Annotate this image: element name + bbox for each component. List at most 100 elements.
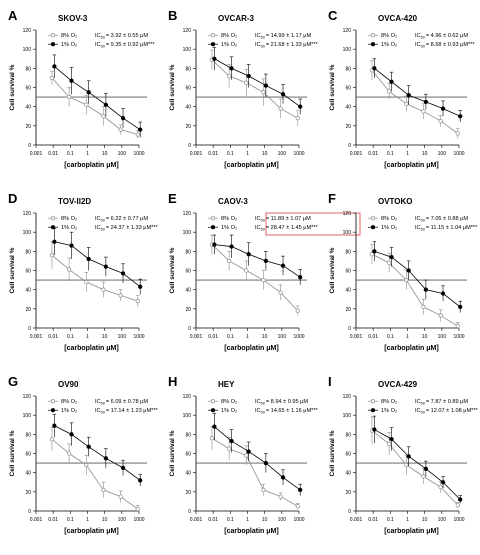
data-point xyxy=(135,132,140,137)
y-tick-label: 20 xyxy=(185,124,191,130)
legend-entry: 8% O₂ xyxy=(61,399,77,405)
ic50-subscript: 50 xyxy=(101,228,105,232)
ic50-prefix: IC xyxy=(415,408,421,414)
y-tick-label: 80 xyxy=(345,249,351,255)
legend-ic50: IC50= 21.68 ± 1.33 μM*** xyxy=(255,42,319,49)
ic50-value: = 8.68 ± 0.93 μM*** xyxy=(426,42,476,48)
data-point xyxy=(372,249,377,254)
y-axis-label: Cell survival % xyxy=(329,64,336,110)
series-line-hypoxia xyxy=(214,426,301,491)
legend-entry: 1% O₂ xyxy=(61,225,77,231)
y-tick-label: 40 xyxy=(345,288,351,294)
x-axis-label: [carboplatin μM] xyxy=(64,345,118,352)
ic50-subscript: 50 xyxy=(421,219,425,223)
series-line-hypoxia xyxy=(374,68,461,117)
y-axis-label: Cell survival % xyxy=(9,64,16,110)
y-tick-label: 0 xyxy=(188,143,191,149)
y-tick-label: 0 xyxy=(188,509,191,515)
data-point xyxy=(118,293,123,298)
x-axis-label: [carboplatin μM] xyxy=(384,162,438,169)
y-tick-label: 0 xyxy=(188,326,191,332)
x-tick-label: 100 xyxy=(438,517,447,523)
series-line-hypoxia xyxy=(374,250,461,308)
ic50-value: = 14.65 ± 1.16 μM*** xyxy=(266,408,319,414)
y-tick-label: 60 xyxy=(185,452,191,458)
ic50-prefix: IC xyxy=(255,216,261,222)
data-point xyxy=(372,427,377,432)
data-point xyxy=(458,497,463,502)
data-point xyxy=(386,441,392,447)
y-axis-label: Cell survival % xyxy=(9,247,16,293)
chart-title: TOV-ll2D xyxy=(58,197,91,206)
data-point xyxy=(263,460,269,466)
legend-entry: 1% O₂ xyxy=(61,408,77,414)
x-tick-label: 0.1 xyxy=(387,517,394,523)
data-point xyxy=(386,260,392,265)
series-line-hypoxia xyxy=(54,66,141,130)
y-tick-label: 120 xyxy=(183,28,192,34)
x-tick-label: 0.1 xyxy=(227,517,234,523)
data-point xyxy=(226,258,232,264)
legend-marker xyxy=(210,42,216,47)
data-point xyxy=(263,83,269,88)
data-point xyxy=(261,90,266,95)
legend-marker xyxy=(210,33,216,38)
y-tick-label: 40 xyxy=(25,288,31,294)
ic50-prefix: IC xyxy=(415,225,421,231)
x-tick-label: 0.01 xyxy=(48,334,58,340)
legend-entry: 8% O₂ xyxy=(61,33,77,39)
ic50-value: = 14.99 ± 1.17 μM xyxy=(266,33,312,39)
data-point xyxy=(69,432,74,437)
ic50-prefix: IC xyxy=(415,33,421,39)
data-point xyxy=(421,474,426,479)
y-tick-label: 100 xyxy=(183,47,192,53)
chart-title: CAOV-3 xyxy=(218,197,248,206)
chart-panel-g: G OV90 0 20 40 60 80 100 120 0.001 0.01 0.1 1 10 100 10… xyxy=(8,374,159,535)
series-line-hypoxia xyxy=(214,58,301,107)
x-tick-label: 10 xyxy=(262,517,268,523)
data-point xyxy=(440,106,446,111)
data-point xyxy=(280,263,286,268)
ic50-value: = 17.14 ± 1.23 μM*** xyxy=(106,408,159,414)
x-tick-label: 0.01 xyxy=(368,151,378,157)
data-point xyxy=(138,478,143,483)
data-point xyxy=(229,66,234,71)
legend-marker xyxy=(370,33,376,38)
panel-letter: B xyxy=(168,8,177,23)
legend-ic50: IC50= 24.37 ± 1.33 μM*** xyxy=(95,225,159,232)
data-point xyxy=(138,284,143,289)
data-point xyxy=(298,275,303,280)
y-tick-label: 20 xyxy=(345,307,351,313)
data-point xyxy=(278,106,283,111)
x-tick-label: 1000 xyxy=(453,517,464,523)
y-tick-label: 0 xyxy=(28,326,31,332)
data-point xyxy=(440,291,446,296)
data-point xyxy=(406,454,411,459)
y-tick-label: 0 xyxy=(348,143,351,149)
chart-panel-a: A SKOV-3 0 20 40 60 80 100 120 0.001 0.01 0.1 1 10 100… xyxy=(8,8,155,169)
x-tick-label: 0.01 xyxy=(208,334,218,340)
x-tick-label: 1 xyxy=(406,151,409,157)
legend-ic50: IC50= 11.89 ± 1.07 μM xyxy=(255,216,311,223)
panel-letter: D xyxy=(8,191,17,206)
data-point xyxy=(49,75,55,81)
data-point xyxy=(52,239,57,244)
data-point xyxy=(263,258,269,264)
data-point xyxy=(101,114,106,119)
data-point xyxy=(295,116,300,121)
data-point xyxy=(244,268,249,273)
y-tick-label: 0 xyxy=(348,326,351,332)
x-tick-label: 1 xyxy=(406,334,409,340)
ic50-value: = 11.89 ± 1.07 μM xyxy=(266,216,311,222)
data-point xyxy=(389,79,394,84)
legend-entry: 1% O₂ xyxy=(221,225,237,231)
data-point xyxy=(438,118,443,124)
series-line-hypoxia xyxy=(54,425,141,481)
y-tick-label: 20 xyxy=(185,490,191,496)
legend-marker xyxy=(370,42,376,47)
chart-panel-d: D TOV-ll2D 0 20 40 60 80 100 120 0.001 0.01 0.1 1 10 1… xyxy=(8,191,159,352)
x-tick-label: 1 xyxy=(246,334,249,340)
legend-marker xyxy=(50,408,56,413)
x-tick-label: 1 xyxy=(406,517,409,523)
ic50-subscript: 50 xyxy=(261,219,265,223)
